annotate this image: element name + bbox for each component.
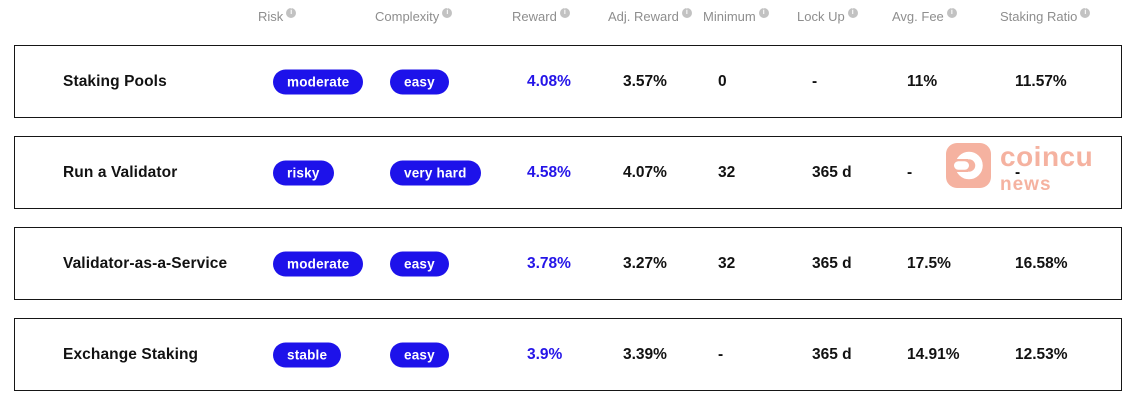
column-header-label: Minimum	[703, 9, 756, 24]
column-header-label: Complexity	[375, 9, 440, 24]
complexity-cell: easy	[390, 251, 449, 276]
minimum-value: 32	[718, 163, 736, 181]
complexity-cell: very hard	[390, 160, 481, 185]
adj-reward-value: 4.07%	[623, 163, 667, 181]
info-icon[interactable]: i	[559, 8, 570, 18]
complexity-badge: easy	[390, 251, 449, 276]
minimum-value: -	[718, 345, 724, 363]
coincu-subtitle: news	[1000, 174, 1052, 195]
avg-fee-value: -	[907, 163, 913, 181]
complexity-badge: easy	[390, 69, 449, 94]
staking-ratio-value: 11.57%	[1015, 72, 1067, 90]
column-header-risk: Risk i	[258, 7, 297, 27]
column-header-avg-fee: Avg. Fee i	[892, 7, 957, 27]
table-row-run-a-validator[interactable]: Run a Validator risky very hard 4.58% 4.…	[14, 136, 1122, 209]
risk-cell: moderate	[273, 69, 364, 94]
avg-fee-value: 14.91%	[907, 345, 960, 363]
complexity-badge: very hard	[390, 160, 481, 185]
minimum-value: 0	[718, 72, 727, 90]
column-header-lock-up: Lock Up i	[797, 7, 858, 27]
adj-reward-value: 3.39%	[623, 345, 667, 363]
column-header-label: Avg. Fee	[892, 9, 944, 24]
info-icon[interactable]: i	[286, 8, 297, 18]
risk-badge: stable	[273, 342, 342, 367]
risk-badge: moderate	[273, 69, 364, 94]
avg-fee-value: 11%	[907, 72, 938, 90]
risk-cell: risky	[273, 160, 334, 185]
column-header-adj-reward: Adj. Reward i	[608, 7, 692, 27]
row-name: Staking Pools	[63, 72, 167, 90]
staking-ratio-value: 16.58%	[1015, 254, 1068, 272]
column-header-label: Lock Up	[797, 9, 845, 24]
lock-up-value: 365 d	[812, 163, 852, 181]
avg-fee-value: 17.5%	[907, 254, 951, 272]
risk-badge: moderate	[273, 251, 364, 276]
column-header-label: Reward	[512, 9, 557, 24]
adj-reward-value: 3.57%	[623, 72, 667, 90]
column-header-staking-ratio: Staking Ratio i	[1000, 7, 1091, 27]
reward-value: 3.78%	[527, 254, 571, 272]
info-icon[interactable]: i	[847, 8, 858, 18]
info-icon[interactable]: i	[1080, 8, 1091, 18]
complexity-badge: easy	[390, 342, 449, 367]
minimum-value: 32	[718, 254, 736, 272]
staking-ratio-value: -	[1015, 163, 1021, 181]
staking-ratio-value: 12.53%	[1015, 345, 1068, 363]
table-row-exchange-staking[interactable]: Exchange Staking stable easy 3.9% 3.39% …	[14, 318, 1122, 391]
info-icon[interactable]: i	[442, 8, 453, 18]
row-name: Run a Validator	[63, 163, 178, 181]
reward-value: 4.58%	[527, 163, 571, 181]
column-header-label: Staking Ratio	[1000, 9, 1078, 24]
info-icon[interactable]: i	[758, 8, 769, 18]
complexity-cell: easy	[390, 342, 449, 367]
complexity-cell: easy	[390, 69, 449, 94]
coincu-wordmark: coincu news	[1000, 141, 1094, 195]
coincu-logo-icon	[946, 143, 991, 193]
table-row-staking-pools[interactable]: Staking Pools moderate easy 4.08% 3.57% …	[14, 45, 1122, 118]
lock-up-value: 365 d	[812, 345, 852, 363]
column-header-complexity: Complexity i	[375, 7, 453, 27]
coincu-title: coincu	[1000, 141, 1094, 172]
lock-up-value: 365 d	[812, 254, 852, 272]
row-name: Validator-as-a-Service	[63, 254, 228, 272]
column-header-minimum: Minimum i	[703, 7, 769, 27]
risk-cell: moderate	[273, 251, 364, 276]
coincu-watermark: coincu news	[946, 143, 1093, 194]
table-row-validator-as-a-service[interactable]: Validator-as-a-Service moderate easy 3.7…	[14, 227, 1122, 300]
risk-badge: risky	[273, 160, 334, 185]
reward-value: 4.08%	[527, 72, 571, 90]
column-header-label: Adj. Reward	[608, 9, 679, 24]
adj-reward-value: 3.27%	[623, 254, 667, 272]
reward-value: 3.9%	[527, 345, 563, 363]
info-icon[interactable]: i	[681, 8, 692, 18]
lock-up-value: -	[812, 72, 818, 90]
column-header-label: Risk	[258, 9, 284, 24]
risk-cell: stable	[273, 342, 342, 367]
info-icon[interactable]: i	[946, 8, 957, 18]
row-name: Exchange Staking	[63, 345, 199, 363]
column-header-reward: Reward i	[512, 7, 570, 27]
